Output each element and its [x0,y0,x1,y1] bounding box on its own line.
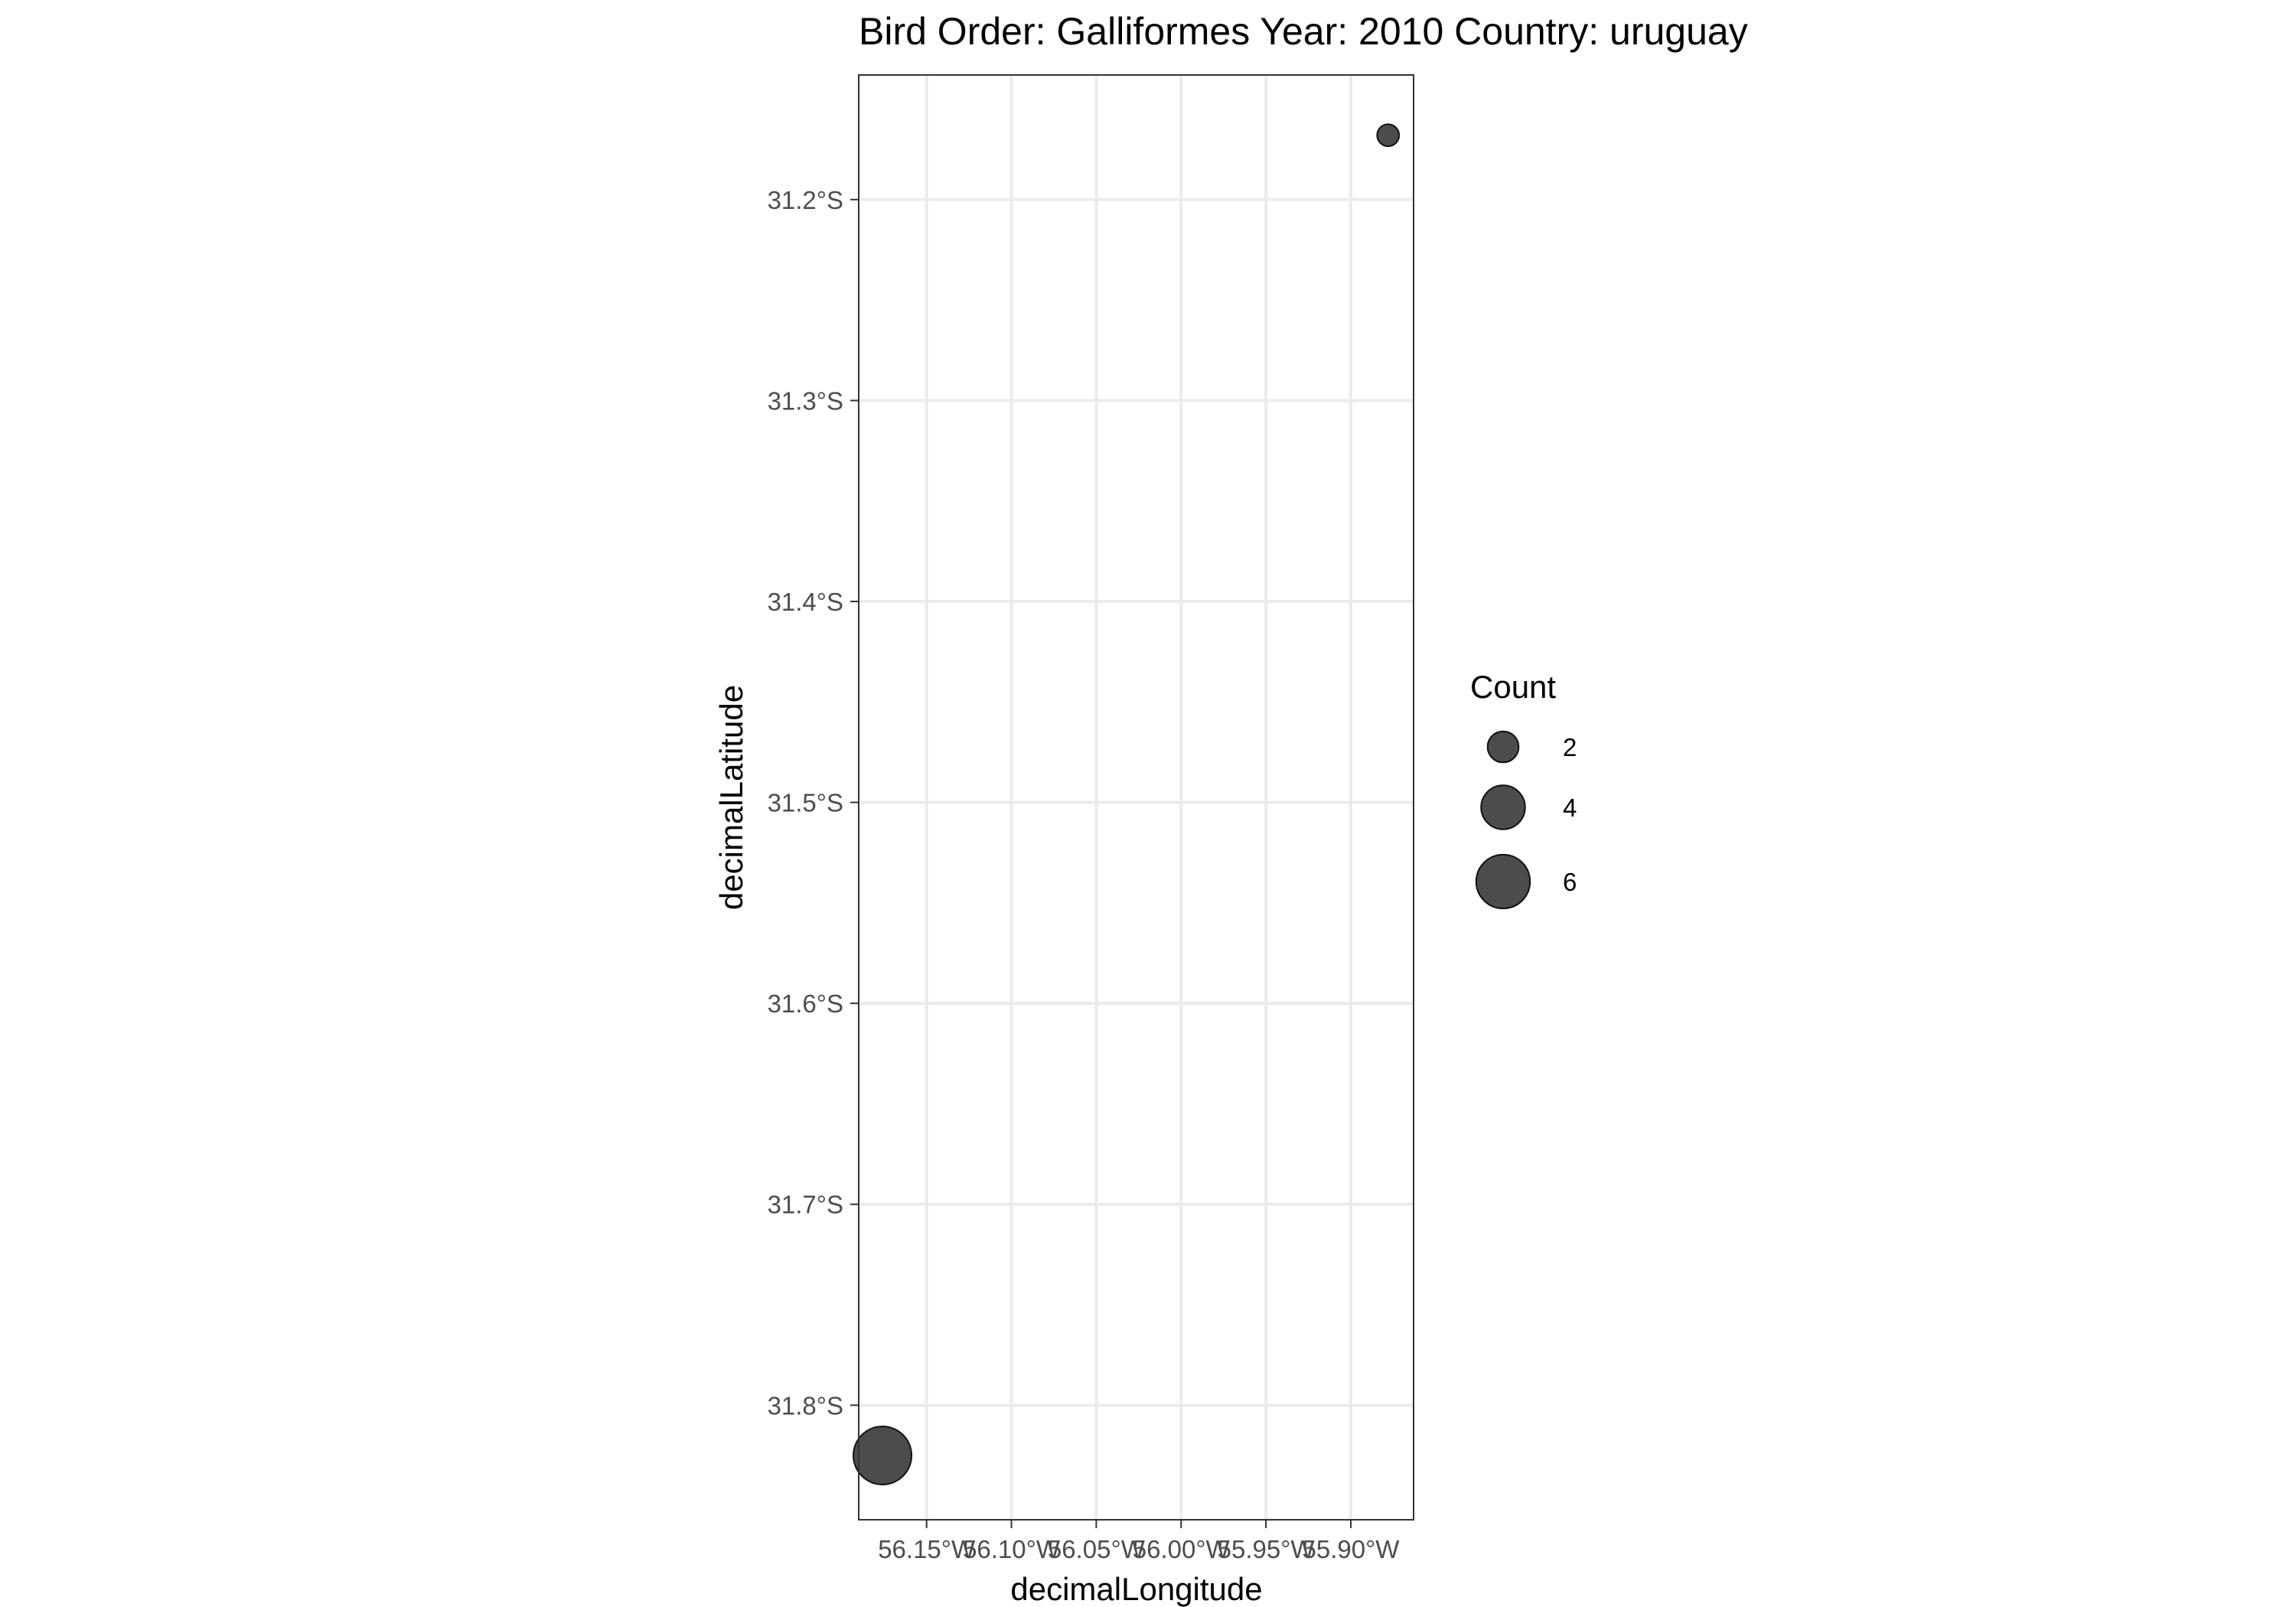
y-tick-label-3: 31.5°S [768,789,843,817]
x-axis-title: decimalLongitude [1010,1571,1262,1607]
y-axis-title: decimalLatitude [713,685,749,910]
x-tick-label-0: 56.15°W [878,1535,976,1563]
legend-key-1 [1480,784,1526,830]
legend-label-1: 4 [1563,794,1577,822]
data-points [853,123,1401,1485]
data-point-1 [853,1425,913,1485]
legend-label-0: 2 [1563,733,1577,761]
legend-title: Count [1470,669,1556,705]
y-tick-label-1: 31.3°S [768,386,843,415]
x-axis: 56.15°W56.10°W56.05°W56.00°W55.95°W55.90… [878,1520,1400,1563]
legend-entries: 2 4 6 [1475,730,1577,910]
legend-key-2 [1475,853,1531,910]
y-tick-label-4: 31.6°S [768,989,843,1018]
chart-title: Bird Order: Galliformes Year: 2010 Count… [859,10,1748,53]
legend: Count 2 4 6 [1470,669,1577,910]
y-tick-label-0: 31.2°S [768,186,843,214]
panel-border [858,74,1414,1521]
legend-label-2: 6 [1563,868,1577,896]
x-tick-label-1: 56.10°W [963,1535,1061,1563]
y-tick-label-2: 31.4°S [768,588,843,616]
data-point-0 [1376,123,1401,148]
y-tick-label-6: 31.8°S [768,1391,843,1420]
y-axis: 31.2°S 31.3°S 31.4°S 31.5°S 31.6°S 31.7°S 31.8… [768,186,859,1420]
x-tick-label-4: 55.95°W [1218,1535,1316,1563]
legend-key-0 [1486,730,1520,764]
x-tick-label-2: 56.05°W [1048,1535,1146,1563]
gridlines [859,75,1414,1520]
y-tick-label-5: 31.7°S [768,1191,843,1219]
x-tick-label-5: 55.90°W [1302,1535,1400,1563]
x-tick-label-3: 56.00°W [1133,1535,1231,1563]
